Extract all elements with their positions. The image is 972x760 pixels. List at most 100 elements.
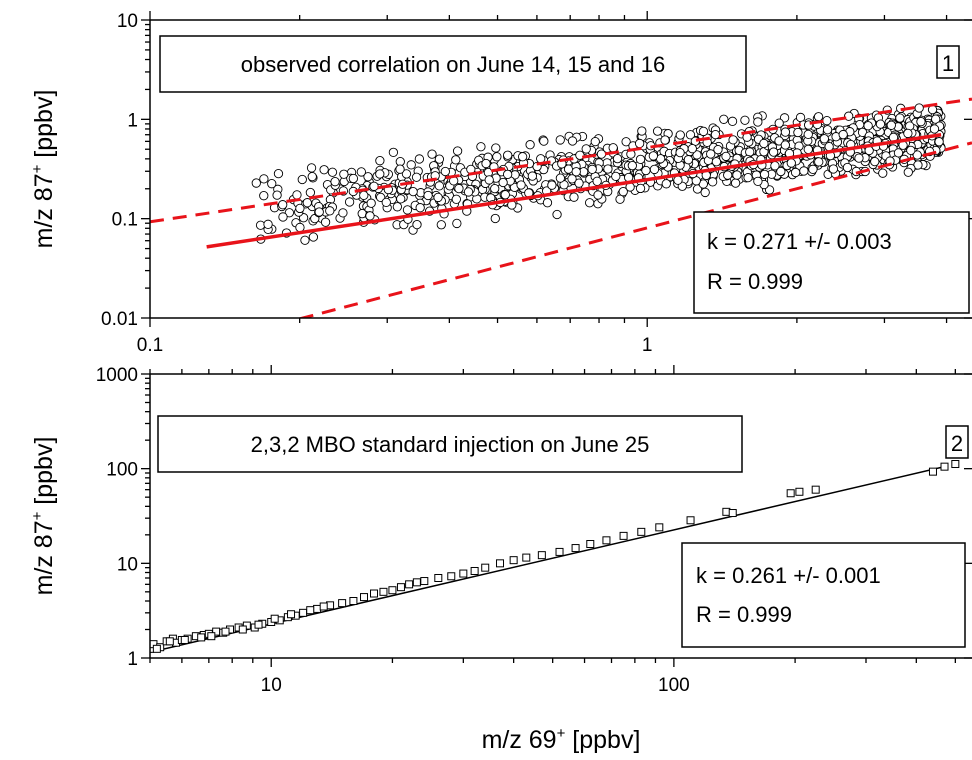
scatter-point: [903, 167, 913, 177]
scatter-point: [745, 147, 755, 157]
scatter-point: [152, 644, 161, 653]
scatter-point: [481, 563, 490, 572]
scatter-point: [799, 166, 809, 176]
scatter-point: [675, 130, 685, 140]
scatter-point: [719, 114, 729, 124]
scatter-point: [555, 547, 564, 556]
scatter-point: [587, 164, 597, 174]
scatter-point: [555, 135, 565, 145]
scatter-point: [844, 111, 854, 121]
scatter-point: [412, 578, 421, 587]
scatter-point: [934, 137, 944, 147]
scatter-point: [414, 154, 425, 164]
scatter-point: [768, 147, 779, 157]
scatter-point: [814, 157, 824, 167]
scatter-point: [660, 135, 670, 145]
scatter-point: [593, 190, 603, 200]
y-tick-label: 1000: [96, 365, 138, 386]
scatter-point: [537, 551, 546, 560]
scatter-point: [811, 485, 820, 494]
y-tick-label: 0.01: [101, 309, 138, 330]
scatter-point: [434, 154, 445, 164]
scatter-point: [619, 531, 628, 540]
panel-1-number-box: [936, 45, 960, 79]
scatter-point: [740, 115, 750, 125]
scatter-point: [434, 573, 443, 582]
scatter-point: [780, 140, 790, 150]
scatter-point: [842, 162, 853, 173]
scatter-point: [707, 177, 718, 187]
scatter-point: [895, 113, 905, 123]
scatter-point: [675, 147, 685, 158]
scatter-point: [641, 165, 651, 176]
scatter-point: [348, 173, 359, 184]
scatter-point: [297, 174, 307, 185]
scatter-point: [366, 198, 376, 208]
scatter-point: [447, 572, 456, 581]
scatter-point: [327, 167, 338, 177]
scatter-point: [527, 171, 538, 181]
panel-2-axes: 10 100 1 10 100 1000: [96, 365, 972, 696]
scatter-point: [402, 205, 413, 215]
scatter-point: [338, 208, 348, 218]
scatter-point: [571, 167, 581, 177]
y-tick-label: 0.1: [112, 210, 138, 231]
panel-2-number-box: [945, 425, 969, 459]
scatter-point: [706, 149, 716, 159]
scatter-point: [870, 156, 880, 167]
scatter-point: [542, 198, 553, 208]
scatter-point: [263, 219, 273, 229]
scatter-point: [306, 606, 315, 615]
scatter-point: [330, 177, 340, 187]
scatter-point: [254, 620, 263, 629]
panel-1-axes: 0.1 1 0.01 0.1 1 10: [101, 11, 972, 356]
scatter-point: [603, 164, 613, 174]
scatter-point: [764, 185, 775, 195]
scatter-point: [207, 632, 216, 641]
panel-1-fit-k: k = 0.271 +/- 0.003: [707, 229, 892, 254]
scatter-point: [273, 168, 284, 179]
panel-1-title: observed correlation on June 14, 15 and …: [241, 52, 665, 77]
scatter-point: [637, 527, 646, 536]
scatter-point: [375, 156, 385, 166]
scatter-point: [338, 599, 347, 608]
confidence-bound-line: [299, 141, 972, 318]
scatter-point: [452, 146, 463, 156]
scatter-point: [612, 154, 623, 164]
scatter-point: [552, 209, 562, 220]
scatter-point: [463, 187, 474, 197]
x-axis-title: m/z 69+ [ppbv]: [482, 725, 641, 754]
scatter-point: [928, 467, 937, 476]
scatter-point: [359, 190, 369, 201]
scatter-point: [295, 203, 305, 214]
panel-2-fit-box: [681, 542, 966, 648]
scatter-point: [319, 602, 328, 611]
panel-2: 10 100 1 10 100 1000 2,3,2 MBO standard injec…: [29, 365, 972, 754]
confidence-bound-line: [150, 97, 972, 224]
scatter-point: [634, 138, 645, 149]
scatter-point: [490, 183, 500, 194]
scatter-point: [878, 168, 888, 178]
scatter-point: [451, 155, 461, 165]
scatter-point: [287, 610, 296, 619]
scatter-point: [500, 190, 510, 200]
scatter-point: [774, 118, 784, 128]
scatter-point: [503, 169, 513, 179]
scatter-point: [306, 163, 317, 173]
scatter-point: [503, 150, 513, 160]
scatter-point: [396, 583, 405, 592]
scatter-point: [929, 124, 940, 134]
panel-2-points: [150, 460, 960, 653]
scatter-point: [392, 202, 403, 212]
scatter-point: [427, 149, 437, 159]
scatter-point: [574, 178, 584, 188]
y-tick-label: 10: [117, 11, 138, 32]
scatter-point: [516, 180, 526, 190]
scatter-point: [388, 586, 397, 595]
scatter-point: [567, 174, 577, 184]
scatter-point: [221, 627, 230, 636]
scatter-point: [728, 509, 737, 518]
scatter-point: [365, 211, 375, 221]
scatter-point: [440, 166, 450, 177]
scatter-point: [451, 194, 461, 204]
